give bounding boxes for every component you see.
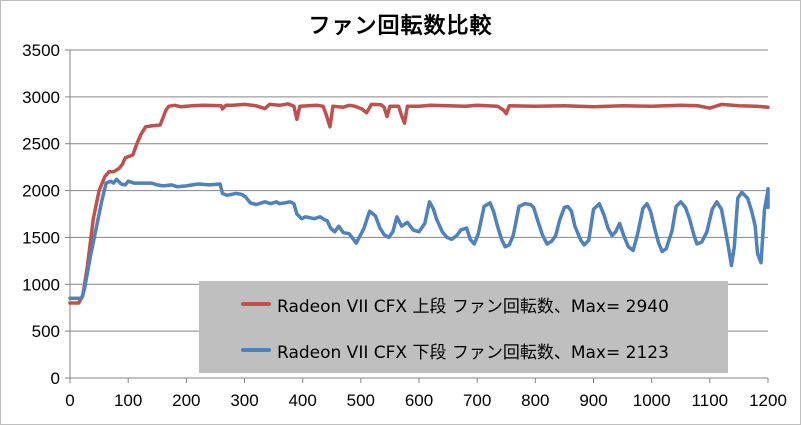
x-tick-label: 600 [405,391,433,410]
x-tick-label: 500 [347,391,375,410]
legend-label-upper-fan: Radeon VII CFX 上段 ファン回転数、Max= 2940 [277,296,669,317]
tick-labels: 0 500 1000 1500 2000 2500 3000 3500 0 100 200 300 40… [22,41,787,410]
series-line-lower-fan [68,177,770,301]
y-tick-label: 3500 [22,41,60,60]
y-tick-label: 500 [32,322,60,341]
series-line-upper-fan [68,102,770,305]
x-tick-label: 0 [65,391,74,410]
x-tick-label: 300 [230,391,258,410]
legend-swatch-upper-fan [241,302,271,306]
x-tick-label: 1000 [633,391,671,410]
legend-item-lower-fan: Radeon VII CFX 下段 ファン回転数、Max= 2123 [241,339,669,363]
x-tick-label: 400 [288,391,316,410]
x-tick-label: 100 [114,391,142,410]
axes [65,49,769,383]
x-tick-label: 1200 [749,391,787,410]
legend-item-upper-fan: Radeon VII CFX 上段 ファン回転数、Max= 2940 [241,293,669,317]
y-tick-label: 1500 [22,228,60,247]
legend-swatch-lower-fan [241,348,271,352]
legend-label-lower-fan: Radeon VII CFX 下段 ファン回転数、Max= 2123 [277,342,669,363]
x-tick-label: 700 [463,391,491,410]
y-tick-label: 2500 [22,135,60,154]
legend: Radeon VII CFX 上段 ファン回転数、Max= 2940 Radeo… [199,281,728,373]
series-lines [68,102,770,305]
y-tick-label: 3000 [22,88,60,107]
x-tick-label: 800 [521,391,549,410]
chart-title: ファン回転数比較 [308,14,493,39]
x-tick-label: 200 [172,391,200,410]
x-tick-label: 900 [579,391,607,410]
y-tick-label: 0 [51,369,60,388]
y-tick-label: 1000 [22,275,60,294]
y-tick-label: 2000 [22,182,60,201]
x-tick-label: 1100 [692,391,729,410]
